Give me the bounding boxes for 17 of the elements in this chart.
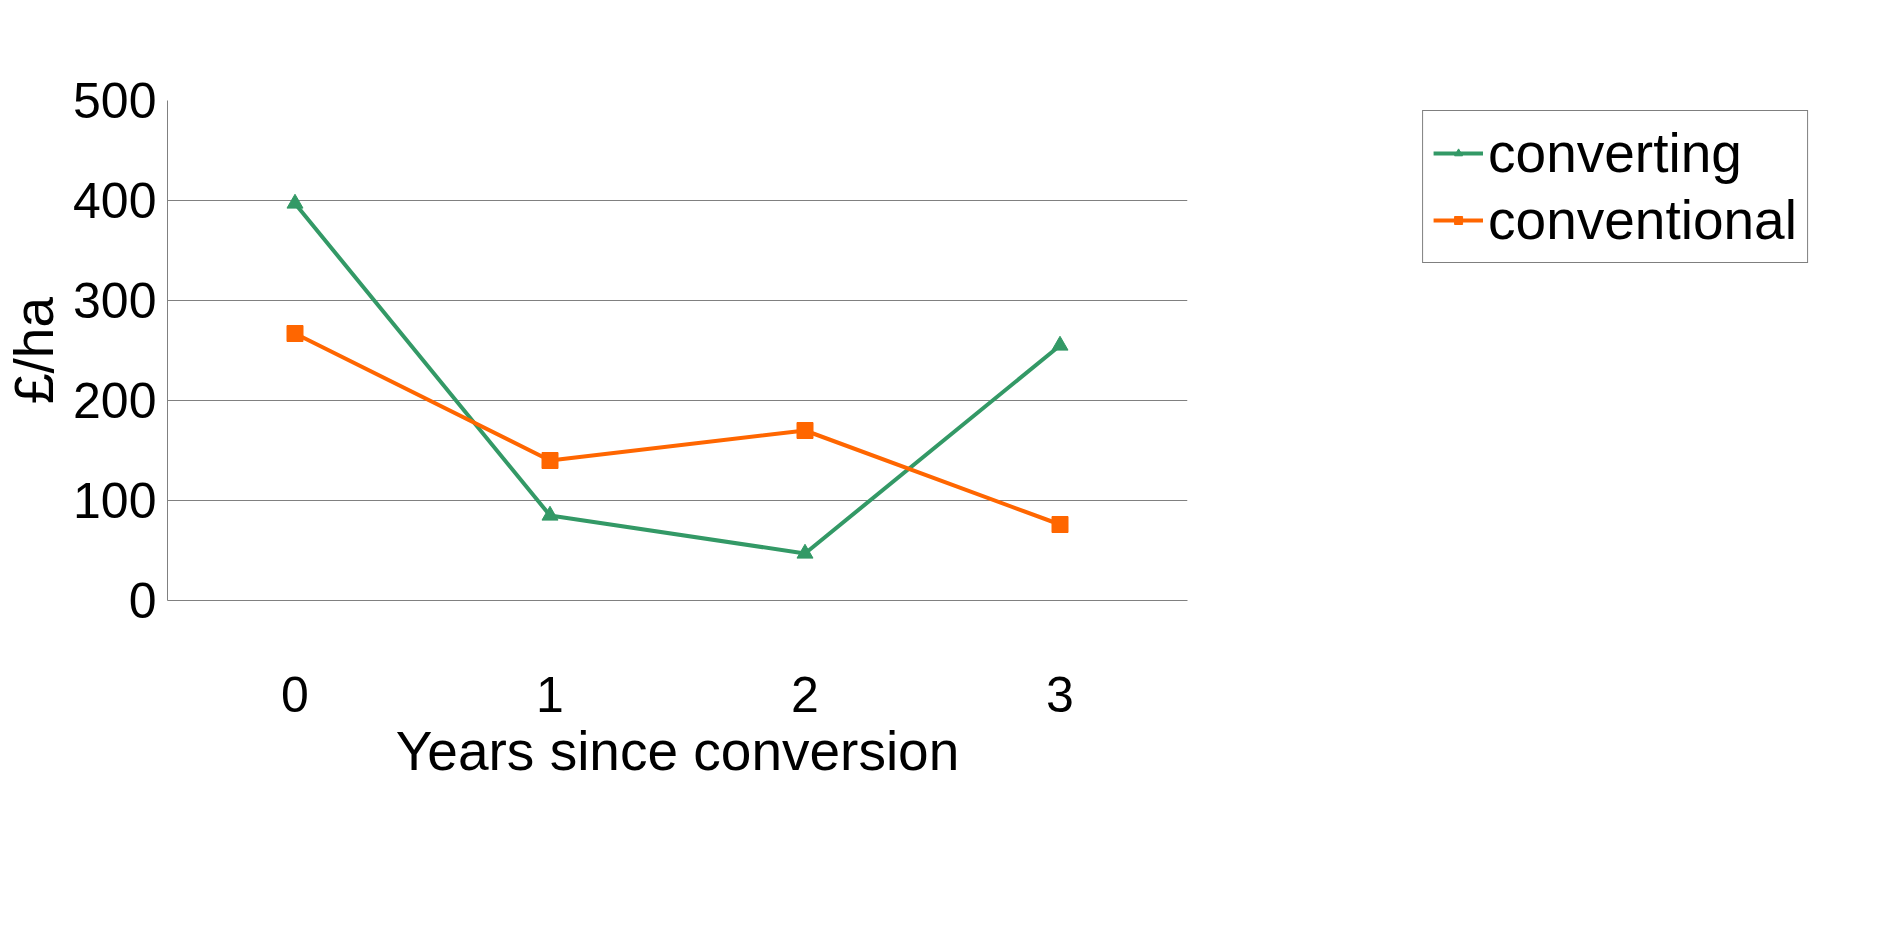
y-tick-label: 400 [73,173,157,229]
y-tick-label: 100 [73,473,157,529]
point [1051,516,1069,533]
y-tick-label: 200 [73,373,157,429]
point [286,193,304,209]
y-tick-label: 300 [73,273,157,329]
y-axis-title: £/ha [3,296,66,405]
point [1051,335,1069,351]
legend-label: converting [1488,121,1742,185]
point [286,325,304,342]
y-tick-label: 500 [73,73,157,129]
x-tick-label: 0 [281,666,309,723]
y-tick-label: 0 [128,573,157,629]
point [796,422,814,439]
x-tick-label: 3 [1046,666,1074,723]
point [541,452,559,469]
legend-label: conventional [1488,188,1797,252]
